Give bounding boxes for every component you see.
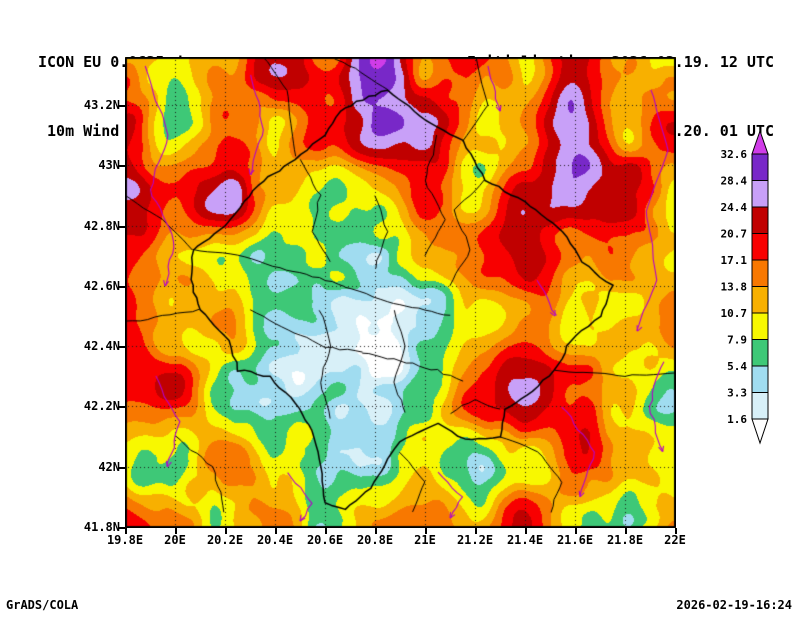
colorbar-arrow-bottom xyxy=(751,418,769,445)
colorbar-label: 3.3 xyxy=(727,387,747,400)
colorbar-segment xyxy=(751,312,769,340)
colorbar-label: 28.4 xyxy=(721,175,748,188)
lon-tick-mark xyxy=(325,528,327,534)
lat-tick-label: 42.6N xyxy=(83,278,120,293)
lat-tick-label: 43.2N xyxy=(83,98,120,113)
lon-tick-label: 21.8E xyxy=(606,533,644,547)
lat-tick-mark xyxy=(119,285,125,288)
lon-tick-mark xyxy=(575,528,577,534)
lon-tick-mark xyxy=(375,528,377,534)
lon-tick-label: 21E xyxy=(414,533,436,547)
lat-tick-mark xyxy=(119,406,125,409)
colorbar-segment xyxy=(751,180,769,208)
lon-tick-mark xyxy=(275,528,277,534)
colorbar-label: 24.4 xyxy=(721,201,748,214)
colorbar-label: 17.1 xyxy=(721,254,748,267)
lat-tick-label: 42.4N xyxy=(83,339,120,354)
lon-tick-mark xyxy=(175,528,177,534)
lon-tick-label: 20E xyxy=(164,533,186,547)
lon-tick-mark xyxy=(675,528,677,534)
lon-tick-label: 20.8E xyxy=(356,533,394,547)
colorbar-label: 1.6 xyxy=(727,413,747,426)
lat-tick-mark xyxy=(119,225,125,228)
colorbar-segment xyxy=(751,392,769,420)
colorbar-segment xyxy=(751,233,769,261)
colorbar-label: 7.9 xyxy=(727,334,747,347)
colorbar-segment xyxy=(751,339,769,367)
lon-tick-label: 20.4E xyxy=(256,533,294,547)
colorbar-arrow-top xyxy=(751,129,769,155)
colorbar-segment xyxy=(751,206,769,234)
colorbar-svg: 32.6 28.4 24.4 20.7 17.1 13.8 10.7 7.9 5.4 3.3 1.6 xyxy=(721,129,769,445)
colorbar-label: 5.4 xyxy=(727,360,747,373)
lon-tick-label: 21.6E xyxy=(556,533,594,547)
lon-tick-mark xyxy=(125,528,127,534)
colorbar-segment xyxy=(751,259,769,287)
lon-tick-label: 21.2E xyxy=(456,533,494,547)
lon-tick-mark xyxy=(475,528,477,534)
lon-tick-mark xyxy=(525,528,527,534)
colorbar-label: 10.7 xyxy=(721,307,748,320)
lat-tick-mark xyxy=(119,105,125,108)
lat-tick-label: 42N xyxy=(98,459,120,474)
lon-tick-label: 20.6E xyxy=(306,533,344,547)
lat-tick-mark xyxy=(119,165,125,168)
lat-tick-label: 42.2N xyxy=(83,399,120,414)
lon-tick-label: 20.2E xyxy=(206,533,244,547)
creation-timestamp: 2026-02-19-16:24 xyxy=(676,598,792,612)
lon-tick-label: 22E xyxy=(664,533,686,547)
lon-tick-mark xyxy=(625,528,627,534)
lon-tick-mark xyxy=(225,528,227,534)
lat-tick-label: 42.8N xyxy=(83,218,120,233)
grads-credit: GrADS/COLA xyxy=(6,598,79,612)
colorbar-segment xyxy=(751,365,769,393)
wind-field-map xyxy=(125,57,676,528)
colorbar-label: 20.7 xyxy=(721,228,748,241)
colorbar: 32.6 28.4 24.4 20.7 17.1 13.8 10.7 7.9 5.4 3.3 1.6 xyxy=(704,128,776,462)
colorbar-label: 32.6 xyxy=(721,148,748,161)
lat-tick-label: 43N xyxy=(98,158,120,173)
colorbar-segment xyxy=(751,286,769,314)
lon-tick-label: 19.8E xyxy=(106,533,144,547)
lat-tick-mark xyxy=(119,527,125,529)
colorbar-segment xyxy=(751,153,769,181)
colorbar-label: 13.8 xyxy=(721,281,748,294)
lon-tick-mark xyxy=(425,528,427,534)
lon-tick-label: 21.4E xyxy=(506,533,544,547)
lat-tick-mark xyxy=(119,346,125,349)
lat-tick-label: 41.8N xyxy=(83,520,120,534)
lat-tick-mark xyxy=(119,466,125,469)
